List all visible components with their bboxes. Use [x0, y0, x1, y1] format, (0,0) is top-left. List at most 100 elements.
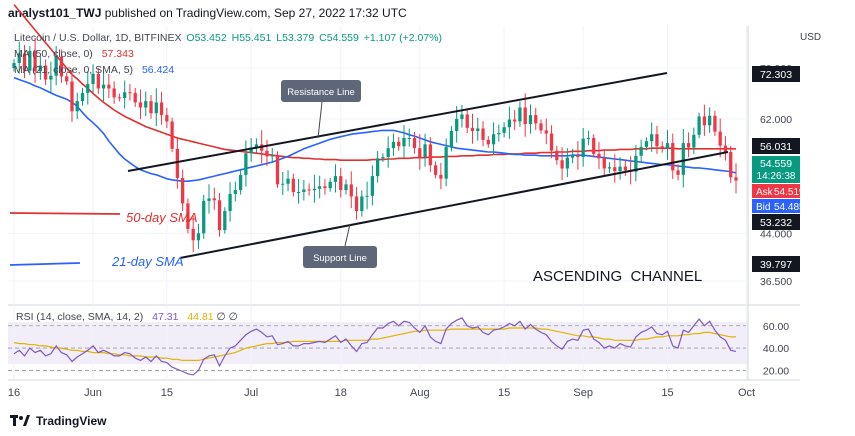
time-tick-label: 18	[335, 387, 347, 399]
candle-body	[296, 192, 301, 193]
svg-text:56.031: 56.031	[760, 141, 792, 153]
candle-body	[175, 148, 180, 179]
candle-body	[101, 84, 106, 89]
candle-body	[333, 176, 338, 182]
candle-body	[718, 131, 722, 146]
symbol-row: Litecoin / U.S. Dollar, 1D, BITFINEX O53…	[14, 30, 442, 46]
candle-body	[592, 138, 596, 154]
candle-body	[223, 211, 227, 231]
candle-body	[449, 131, 454, 147]
svg-text:54.559: 54.559	[760, 158, 792, 170]
indicator-legend: Litecoin / U.S. Dollar, 1D, BITFINEX O53…	[14, 30, 442, 78]
candle-body	[423, 144, 427, 158]
ma21-row: MA (21, close, 0, SMA, 5) 56.424	[14, 62, 442, 78]
candle-body	[133, 92, 137, 103]
rsi-label: RSI (14, close, SMA, 14, 2)	[16, 311, 144, 323]
candle-body	[228, 193, 232, 212]
candle-body	[65, 76, 69, 82]
candle-body	[402, 138, 406, 147]
support-label: Support Line	[313, 253, 367, 264]
candle-body	[460, 114, 464, 119]
time-tick-label: Aug	[410, 387, 430, 399]
tag-low1: 53.232	[752, 214, 800, 230]
time-tick-label: Jun	[84, 387, 102, 399]
candle-body	[702, 116, 707, 126]
candle-body	[528, 115, 533, 125]
candle-body	[22, 53, 27, 71]
candle-body	[323, 186, 327, 189]
candle-body	[12, 63, 16, 69]
candle-body	[602, 158, 606, 169]
symbol-name: Litecoin / U.S. Dollar, 1D, BITFINEX	[14, 32, 182, 44]
candle-body	[723, 145, 728, 152]
axes: 70.00062.00044.00036.50060.0040.0020.001…	[8, 63, 792, 399]
candle-body	[149, 101, 153, 114]
candle-body	[613, 167, 617, 172]
candle-body	[107, 84, 111, 89]
candle-body	[639, 146, 643, 156]
candle-body	[644, 141, 649, 147]
candle-body	[549, 133, 554, 151]
candle-body	[428, 144, 432, 166]
candle-body	[565, 157, 569, 169]
tradingview-logo-icon	[10, 415, 30, 426]
candle-body	[433, 165, 438, 175]
candle-body	[249, 147, 253, 154]
ma50-annotation: 50-day SMA	[126, 210, 198, 225]
candle-body	[344, 184, 348, 191]
ma50-legend-stroke	[9, 212, 121, 215]
candle-body	[281, 183, 285, 185]
time-tick-label: Jul	[244, 387, 258, 399]
candle-body	[439, 174, 443, 179]
candle-body	[397, 141, 401, 147]
candle-body	[86, 84, 90, 93]
support-callout: Support Line	[303, 223, 377, 268]
svg-text:39.797: 39.797	[760, 259, 792, 271]
footer-brand[interactable]: TradingView	[10, 414, 106, 428]
ohlc-close: C54.559	[319, 32, 359, 44]
channel-annotation: ASCENDING CHANNEL	[533, 268, 702, 285]
publish-header: analyst101_TWJ published on TradingView.…	[8, 6, 407, 20]
candle-body	[275, 155, 280, 185]
tag-current: 54.559 14:26:38	[752, 156, 800, 183]
candle-body	[734, 177, 738, 181]
time-tick-label: 16	[8, 387, 20, 399]
candle-body	[465, 114, 469, 128]
time-tick-label: Oct	[738, 387, 755, 399]
ma21-line	[13, 76, 737, 182]
candle-body	[80, 92, 85, 102]
price-change: +1.107 (+2.07%)	[363, 32, 442, 44]
candle-body	[455, 118, 459, 132]
ma21-value: 56.424	[141, 64, 175, 76]
ohlc-low: L53.379	[276, 32, 315, 44]
candle-body	[476, 128, 480, 132]
candle-body	[502, 127, 506, 133]
candle-body	[354, 196, 359, 212]
tag-ma: 56.031	[752, 138, 800, 154]
candle-body	[650, 134, 654, 142]
rsi-value: 47.31	[152, 311, 179, 323]
rsi-sma-value: 44.81	[187, 311, 214, 323]
candle-body	[154, 102, 158, 114]
time-tick-label: 15	[498, 387, 510, 399]
time-tick-label: Sep	[573, 387, 593, 399]
svg-text:Bid: Bid	[756, 202, 770, 213]
candle-body	[96, 73, 100, 89]
candle-body	[660, 146, 664, 149]
candle-body	[570, 155, 575, 158]
candle-body	[418, 148, 422, 158]
candle-body	[491, 134, 496, 145]
price-tick-label: 44.000	[760, 228, 792, 240]
resistance-trendline[interactable]	[127, 72, 668, 172]
resistance-label: Resistance Line	[287, 87, 355, 98]
candle-body	[349, 184, 353, 197]
support-trendline[interactable]	[179, 151, 729, 259]
candle-body	[112, 88, 116, 98]
svg-text:53.232: 53.232	[760, 217, 792, 229]
candle-body	[186, 203, 190, 229]
candle-body	[692, 134, 696, 148]
svg-text:Ask: Ask	[756, 187, 774, 198]
publish-info: published on TradingView.com, Sep 27, 20…	[104, 6, 407, 20]
rsi-band	[8, 322, 748, 364]
